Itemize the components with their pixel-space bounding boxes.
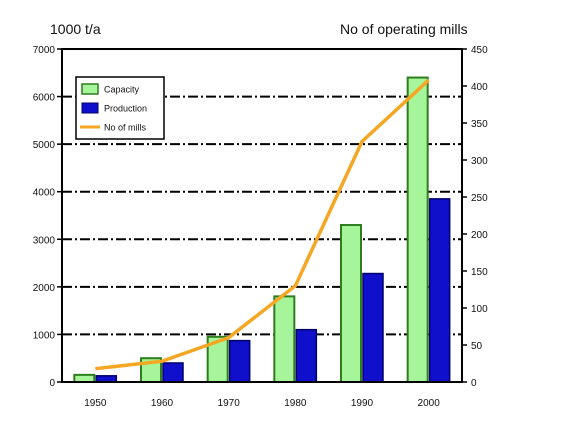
legend-label-capacity: Capacity: [104, 85, 140, 95]
left-tick-label-7000: 7000: [33, 45, 56, 56]
right-tick-label-400: 400: [471, 82, 488, 93]
x-tick-label-1970: 1970: [218, 398, 241, 409]
left-tick-label-6000: 6000: [33, 93, 56, 104]
right-tick-label-350: 350: [471, 119, 488, 130]
right-tick-label-450: 450: [471, 45, 488, 56]
right-tick-label-100: 100: [471, 304, 488, 315]
right-axis-unit-label: No of operating mills: [340, 21, 468, 37]
production-bar-1960: [162, 362, 184, 383]
production-bar-1990: [362, 272, 384, 383]
right-tick-label-150: 150: [471, 267, 488, 278]
left-tick-label-3000: 3000: [33, 235, 56, 246]
production-bar-1980: [295, 328, 318, 383]
plot-frame: [61, 48, 463, 383]
x-tick-label-2000: 2000: [418, 398, 441, 409]
legend-swatch-production: [81, 102, 99, 114]
left-tick-label-1000: 1000: [33, 330, 56, 341]
capacity-bar-1980: [273, 295, 296, 383]
x-tick-label-1950: 1950: [84, 398, 107, 409]
x-tick-label-1990: 1990: [351, 398, 374, 409]
right-tick-label-200: 200: [471, 230, 488, 241]
legend-label-production: Production: [104, 104, 147, 114]
capacity-bar-2000: [406, 76, 429, 384]
capacity-bar-1990: [340, 224, 362, 383]
right-tick-label-250: 250: [471, 193, 488, 204]
capacity-bar-1950: [73, 373, 96, 384]
right-tick-label-0: 0: [471, 378, 477, 389]
x-tick-label-1960: 1960: [151, 398, 174, 409]
right-tick-label-300: 300: [471, 156, 488, 167]
legend-swatch-capacity: [81, 83, 99, 95]
production-bar-2000: [428, 198, 451, 383]
legend-label-no-of-mills: No of mills: [104, 123, 147, 133]
left-tick-label-2000: 2000: [33, 283, 56, 294]
x-tick-label-1980: 1980: [284, 398, 307, 409]
left-tick-label-0: 0: [49, 378, 55, 389]
production-bar-1970: [228, 339, 251, 383]
no-of-mills-line: [95, 78, 430, 371]
left-axis-unit-label: 1000 t/a: [50, 21, 101, 37]
right-tick-label-50: 50: [471, 341, 483, 352]
left-tick-label-5000: 5000: [33, 140, 56, 151]
left-tick-label-4000: 4000: [33, 188, 56, 199]
